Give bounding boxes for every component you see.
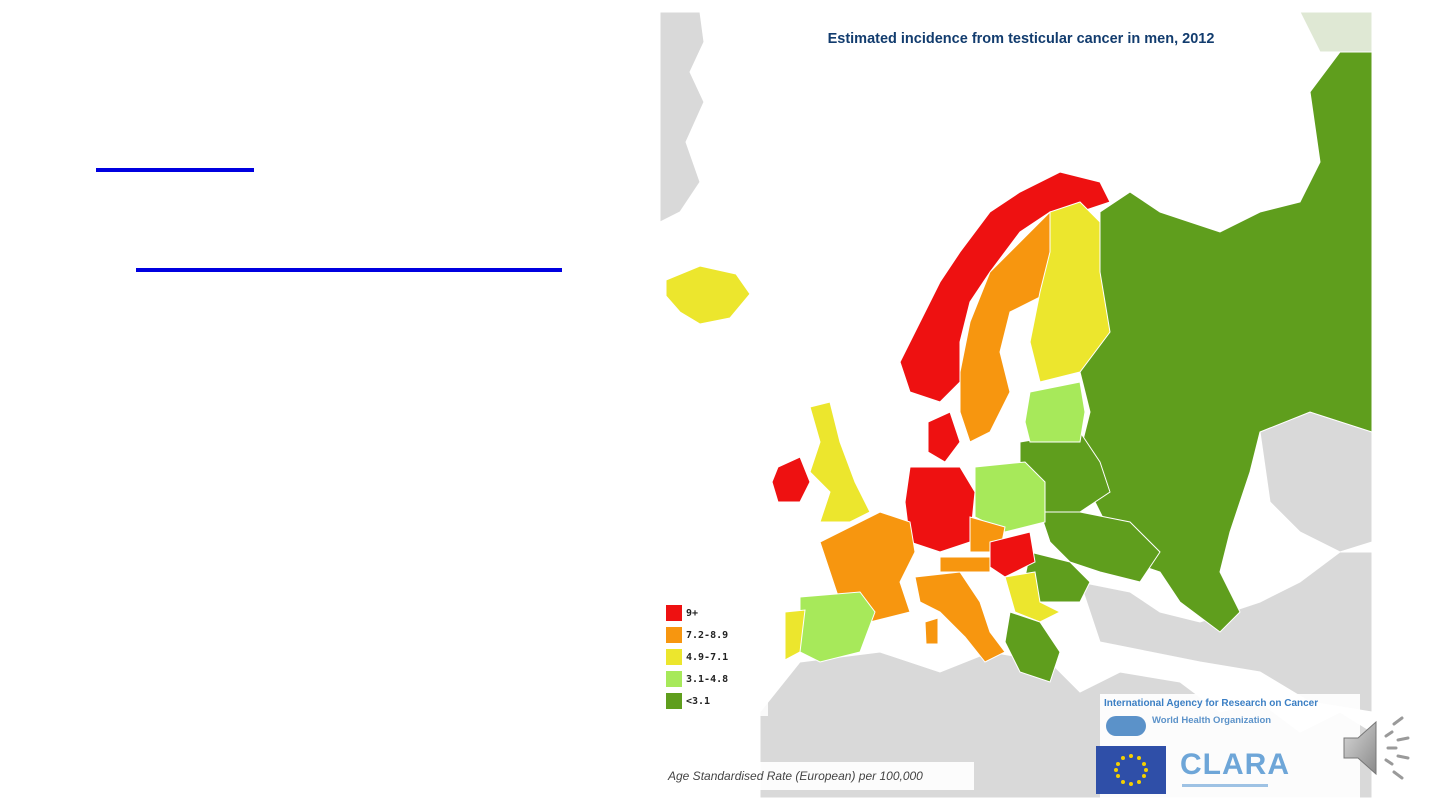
norway-region [899, 171, 1111, 403]
ukraine-region [1039, 511, 1161, 583]
finland-shape [1029, 201, 1111, 383]
legend-item: 3.1-4.8 [666, 670, 728, 688]
legend-item: 9+ [666, 604, 698, 622]
middle-east-land [1079, 551, 1372, 713]
sardinia-shape [924, 617, 939, 645]
iarc-name: International Agency for Research on Can… [1104, 698, 1319, 709]
map-legend: 9+ 7.2-8.9 4.9-7.1 3.1-4.8 <3.1 [664, 602, 768, 716]
europe-incidence-map: Estimated incidence from testicular canc… [660, 12, 1372, 798]
title-underline [96, 168, 254, 172]
hungary-shape [989, 531, 1036, 578]
arctic-land [1299, 12, 1372, 53]
spain-shape [799, 591, 876, 663]
iberia-region [784, 591, 876, 663]
clara-underline [1182, 784, 1268, 787]
italy-shape [914, 571, 1006, 663]
legend-item: 4.9-7.1 [666, 648, 728, 666]
legend-item: <3.1 [666, 692, 710, 710]
germany-shape [904, 466, 976, 553]
who-logo-icon [1106, 716, 1146, 736]
denmark-shape [927, 411, 961, 463]
poland-shape [974, 461, 1046, 533]
russia-region [1079, 51, 1372, 633]
uk-shape [809, 401, 871, 523]
who-name: World Health Organization [1152, 715, 1272, 726]
eu-flag-icon [1096, 746, 1166, 794]
hungary-region [989, 531, 1036, 578]
speaker-glyph [1343, 716, 1410, 780]
serbia-bulgaria-shape [1004, 571, 1062, 623]
subtitle-underline [136, 268, 562, 272]
legend-label: <3.1 [686, 695, 711, 707]
poland-region [974, 461, 1046, 533]
greenland-land [660, 12, 705, 223]
legend-label: 9+ [686, 607, 699, 619]
iceland-shape [665, 265, 751, 325]
legend-item: 7.2-8.9 [666, 626, 728, 644]
map-title: Estimated incidence from testicular canc… [827, 31, 1215, 47]
portugal-shape [784, 609, 806, 661]
legend-swatch [666, 671, 682, 687]
legend-swatch [666, 649, 682, 665]
clara-logo: CLARA [1180, 748, 1290, 781]
finland-region [1029, 201, 1111, 383]
british-isles-region [771, 401, 871, 523]
norway-shape [899, 171, 1111, 403]
legend-swatch [666, 627, 682, 643]
baltic-region [1024, 381, 1086, 443]
legend-label: 4.9-7.1 [686, 651, 729, 663]
baltics-shape [1024, 381, 1086, 443]
eu-stars-icon [1114, 754, 1148, 786]
germany-denmark-region [904, 411, 976, 553]
legend-swatch [666, 605, 682, 621]
legend-label: 7.2-8.9 [686, 629, 729, 641]
legend-label: 3.1-4.8 [686, 673, 729, 685]
legend-swatch [666, 693, 682, 709]
austria-shape [939, 556, 991, 573]
iceland-region [665, 265, 751, 325]
italy-region [914, 571, 1006, 663]
ireland-shape [771, 456, 811, 503]
source-logos: International Agency for Research on Can… [1096, 694, 1360, 798]
central-asia-land [1259, 411, 1372, 553]
map-canvas [660, 12, 1372, 798]
balkans-region [1004, 571, 1062, 623]
speaker-icon[interactable] [1340, 710, 1416, 786]
rate-footnote: Age Standardised Rate (European) per 100… [664, 762, 974, 790]
